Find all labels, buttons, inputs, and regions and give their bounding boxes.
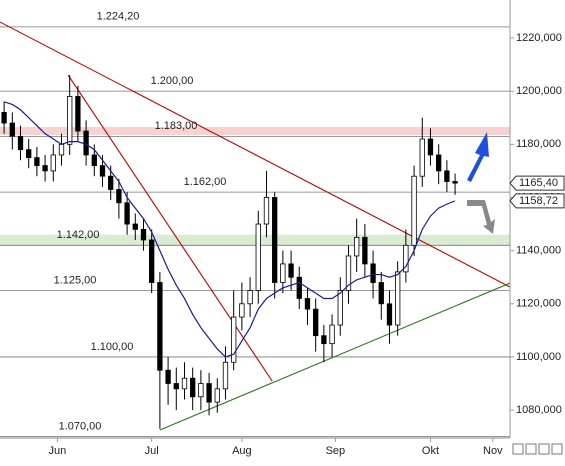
candle-body <box>116 189 122 204</box>
candle-body <box>313 308 319 337</box>
level-label: 1.142,00 <box>57 229 100 241</box>
candle-body <box>231 316 237 363</box>
candle-body <box>411 175 417 246</box>
candle-body <box>222 361 229 390</box>
y-tick-label: 1120,000 <box>516 298 561 310</box>
candle-body <box>75 96 81 132</box>
candle-body <box>190 377 196 398</box>
candle-body <box>272 197 278 283</box>
candle-body <box>17 135 24 151</box>
level-label: 1.162,00 <box>184 176 227 188</box>
candle-body <box>436 154 442 172</box>
candle-body <box>321 335 327 345</box>
level-label: 1.125,00 <box>54 274 97 286</box>
x-tick-label: Okt <box>422 445 439 457</box>
candle-body <box>1 112 7 124</box>
y-tick-label: 1100,000 <box>516 351 561 363</box>
candle-body <box>239 303 245 318</box>
candle-body <box>67 96 73 145</box>
candle-body <box>345 255 352 291</box>
candle-body <box>296 276 302 299</box>
candle-body <box>444 170 450 182</box>
candle-body <box>370 263 376 283</box>
candle-body <box>354 236 360 257</box>
candle-body <box>181 377 188 390</box>
level-label: 1.100,00 <box>91 341 134 353</box>
y-tick-label: 1200,000 <box>516 85 562 97</box>
x-tick-label: Sep <box>326 445 346 457</box>
candle-body <box>337 290 343 326</box>
y-tick-label: 1140,000 <box>516 245 561 257</box>
candle-body <box>329 324 335 345</box>
candle-body <box>91 154 97 166</box>
level-label: 1.224,20 <box>97 11 140 23</box>
toolbar-icons <box>512 443 563 455</box>
trendline <box>67 74 273 382</box>
level-label: 1.200,00 <box>151 75 194 87</box>
level-label: 1.183,00 <box>155 120 198 132</box>
x-tick-label: Jul <box>145 445 159 457</box>
candle-body <box>206 383 212 403</box>
y-tick-label: 1080,000 <box>516 404 562 416</box>
zone <box>0 127 510 136</box>
candle-body <box>395 271 401 326</box>
candle-body <box>132 223 138 230</box>
candle-body <box>378 282 384 305</box>
down-arrow <box>467 200 495 234</box>
candle-body <box>255 223 261 291</box>
price-tag <box>509 193 565 209</box>
candle-body <box>386 303 393 326</box>
candle-body <box>214 388 220 403</box>
candle-body <box>124 202 130 225</box>
x-tick-label: Nov <box>483 445 503 457</box>
candle-body <box>42 165 48 172</box>
candle-body <box>9 122 15 137</box>
candle-body <box>50 154 56 172</box>
candle-body <box>304 298 311 310</box>
up-arrow <box>467 132 489 182</box>
price-tag-label: 1165,40 <box>519 177 558 189</box>
x-tick-label: Aug <box>232 445 252 457</box>
price-tag-label: 1158,72 <box>519 195 558 207</box>
candle-body <box>149 239 155 283</box>
candle-body <box>157 282 163 371</box>
x-tick-label: Jun <box>49 445 67 457</box>
candle-body <box>198 383 204 398</box>
moving-average <box>3 101 456 358</box>
candle-body <box>140 228 147 241</box>
candle-body <box>83 130 89 156</box>
level-label: 1.070,00 <box>59 421 102 433</box>
zone <box>0 234 510 246</box>
candle-body <box>427 138 434 156</box>
y-tick-label: 1180,000 <box>516 138 561 150</box>
candle-body <box>362 236 368 265</box>
candle-body <box>403 244 409 273</box>
y-tick-label: 1220,000 <box>516 32 562 44</box>
candle-body <box>108 175 114 190</box>
candle-body <box>165 369 171 384</box>
candle-body <box>263 197 270 225</box>
trendline <box>0 21 511 288</box>
candle-body <box>58 143 65 156</box>
candle-body <box>280 263 286 283</box>
candle-body <box>419 138 425 177</box>
candle-body <box>452 181 458 184</box>
trendline <box>159 282 511 431</box>
candle-body <box>173 383 179 390</box>
candle-body <box>99 165 106 177</box>
candle-body <box>34 157 40 166</box>
plot: 1.224,20 1.200,00 1.183,00 1.162,00 1.142,00… <box>0 11 511 438</box>
candle-body <box>26 149 32 159</box>
candle-body <box>247 290 253 305</box>
candle-body <box>288 263 294 278</box>
price-tag <box>509 175 565 191</box>
